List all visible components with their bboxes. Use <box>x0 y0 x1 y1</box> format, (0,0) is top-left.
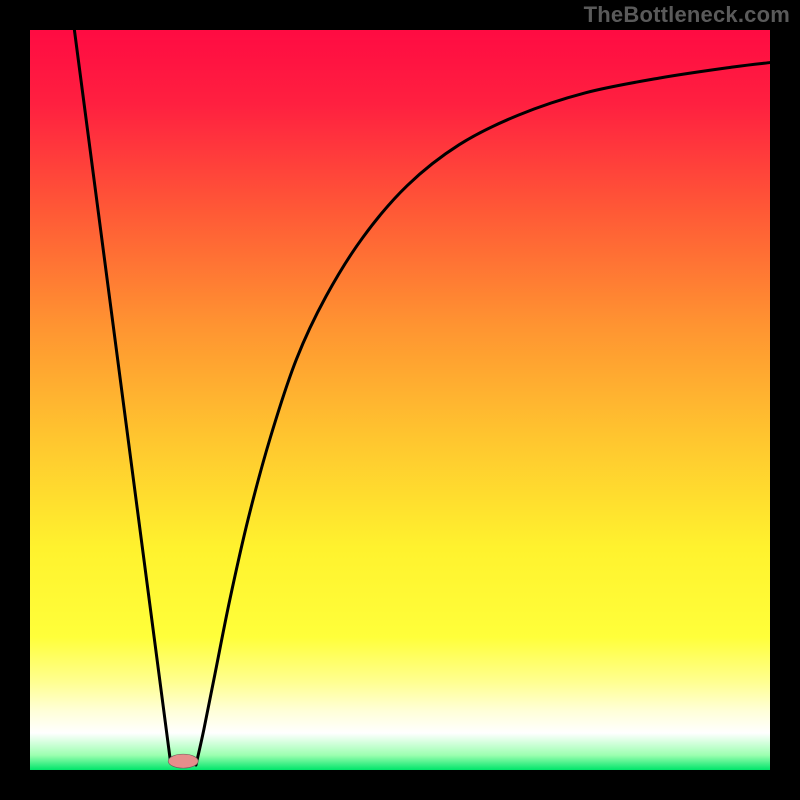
bottleneck-chart <box>0 0 800 800</box>
frame-left <box>0 0 30 800</box>
optimum-marker <box>168 754 198 768</box>
watermark-text: TheBottleneck.com <box>584 2 790 28</box>
plot-background <box>30 30 770 770</box>
frame-bottom <box>0 770 800 800</box>
frame-right <box>770 0 800 800</box>
